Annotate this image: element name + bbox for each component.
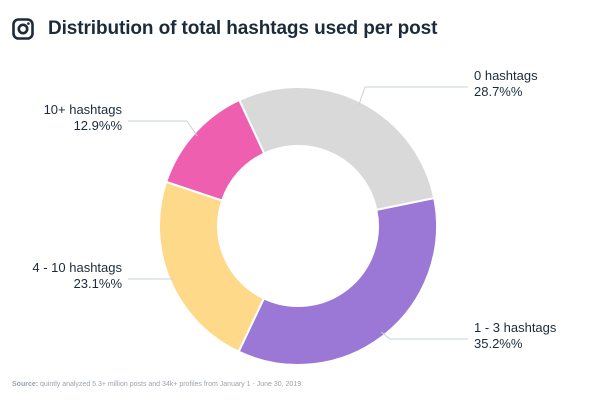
chart-title: Distribution of total hashtags used per … bbox=[48, 18, 438, 39]
leader-line-1 bbox=[381, 331, 468, 340]
chart-header: Distribution of total hashtags used per … bbox=[12, 18, 437, 40]
slice-value-3: 12.9%% bbox=[74, 118, 123, 133]
slice-value-0: 28.7%% bbox=[474, 84, 523, 99]
leader-line-3 bbox=[128, 120, 198, 137]
donut-slice-0 bbox=[237, 86, 436, 212]
slice-value-1: 35.2%% bbox=[474, 336, 523, 351]
slice-label-0: 0 hashtags bbox=[474, 68, 538, 83]
slice-label-3: 10+ hashtags bbox=[44, 102, 123, 117]
leader-line-0 bbox=[358, 86, 468, 106]
donut-slice-2 bbox=[158, 180, 266, 354]
slice-value-2: 23.1%% bbox=[74, 276, 123, 291]
source-label: Source: bbox=[12, 381, 39, 388]
donut-slice-1 bbox=[237, 196, 438, 366]
slice-label-2: 4 - 10 hashtags bbox=[32, 260, 122, 275]
source-text: quintly analyzed 5.3+ million posts and … bbox=[40, 381, 302, 388]
source-note: Source: quintly analyzed 5.3+ million po… bbox=[12, 381, 301, 388]
donut-slice-3 bbox=[164, 98, 266, 202]
instagram-icon bbox=[12, 18, 34, 40]
slice-label-1: 1 - 3 hashtags bbox=[474, 320, 557, 335]
